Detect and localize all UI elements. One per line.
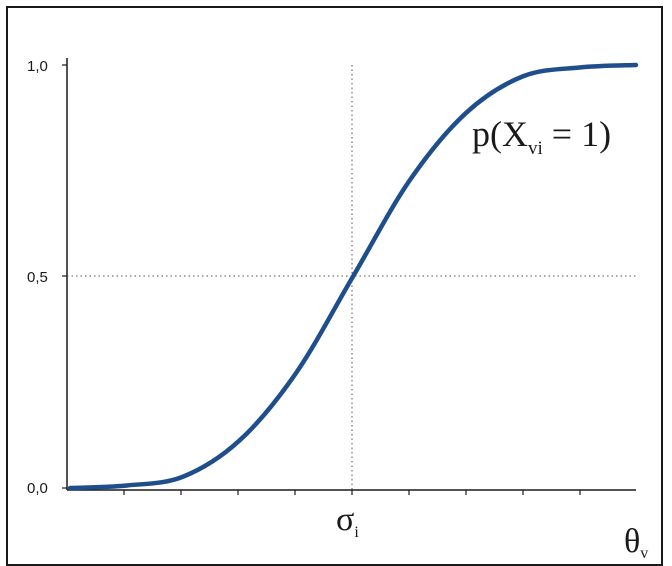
y-tick-label-1: 1,0	[27, 58, 48, 75]
x-axis-label: θv	[624, 523, 648, 562]
y-tick-label-0: 0,0	[27, 480, 48, 497]
sigma-marker-label: σi	[336, 501, 359, 541]
x-tick-marks	[123, 490, 581, 495]
y-tick-label-05: 0,5	[27, 269, 48, 286]
curve-annotation: p(Xvi = 1)	[472, 114, 611, 159]
chart-frame	[6, 6, 663, 566]
series-line	[67, 62, 639, 491]
